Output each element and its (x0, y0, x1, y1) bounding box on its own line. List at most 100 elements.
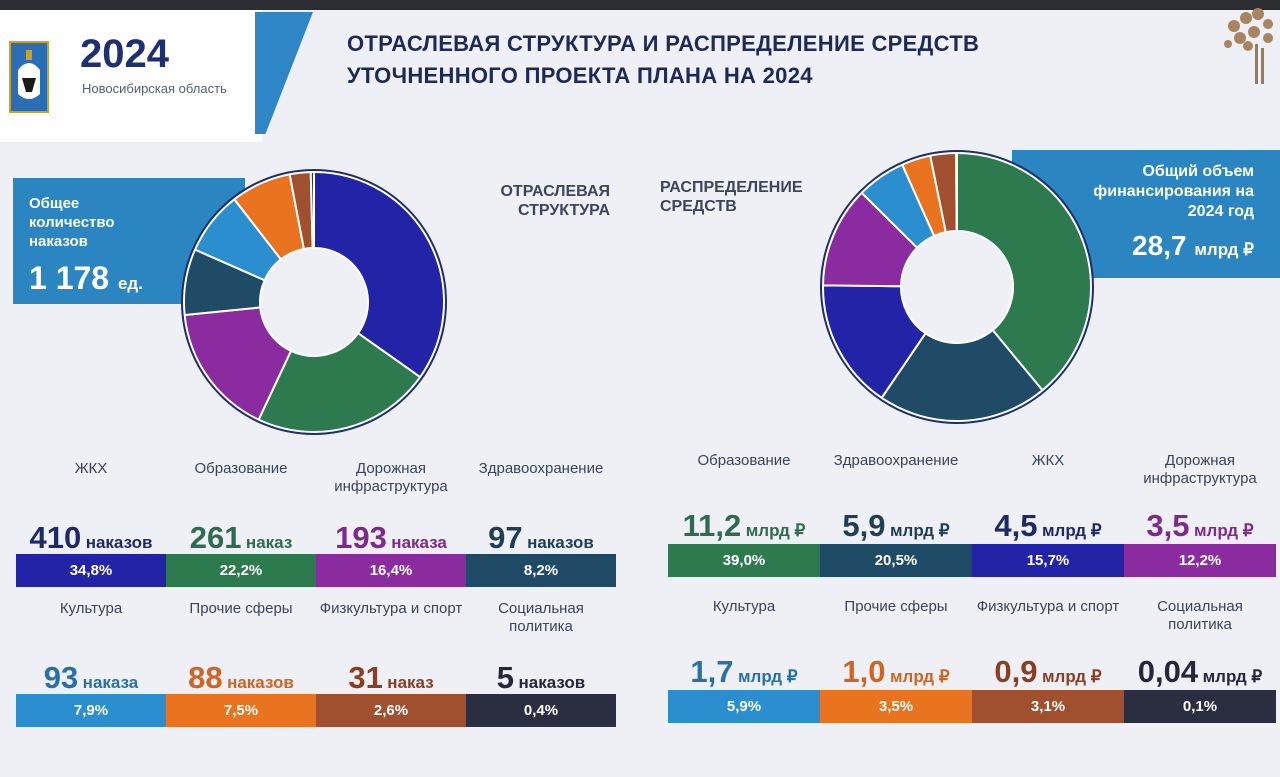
funding-category-label: Дорожная инфраструктура (1143, 452, 1257, 487)
funding-number: 3,5 (1146, 508, 1190, 543)
funding-category-label: Образование (697, 452, 791, 469)
orders-number: 31 (348, 660, 383, 695)
funding-number: 5,9 (842, 508, 886, 543)
funding-value: 1,0 млрд ₽ (820, 654, 972, 690)
funding-cell: Дорожная инфраструктура 3,5 млрд ₽12,2% (1124, 452, 1276, 577)
funding-unit: млрд ₽ (737, 667, 798, 686)
funding-number: 4,5 (994, 508, 1038, 543)
orders-unit: наказ (387, 673, 434, 692)
orders-value: 97 наказов (466, 520, 616, 556)
funding-percent-bar: 5,9% (668, 690, 820, 723)
funding-percent-bar: 39,0% (668, 544, 820, 577)
orders-cell: Образование 261 наказ 22,2% (166, 460, 316, 587)
funding-cell: Социальная политика 0,04 млрд ₽0,1% (1124, 598, 1276, 723)
sectoral-structure-label: ОТРАСЛЕВАЯ СТРУКТУРА (500, 183, 610, 219)
orders-value: 5 наказов (466, 660, 616, 696)
total-funding-title: Общий объем финансирования на 2024 год (1093, 163, 1254, 220)
funding-donut-slice (822, 284, 927, 400)
orders-cell: Физкультура и спорт 31 наказ 2,6% (316, 600, 466, 727)
sectoral-donut-slice (313, 170, 445, 379)
funding-number: 1,7 (690, 654, 734, 689)
orders-category-label: Физкультура и спорт (319, 600, 463, 617)
funding-unit: млрд ₽ (889, 521, 950, 540)
sectoral-donut-slice (309, 170, 315, 250)
orders-percent-bar: 7,5% (166, 694, 316, 727)
orders-category-label: ЖКХ (74, 460, 108, 477)
total-orders-title: Общее количество наказов (29, 195, 115, 250)
orders-percent-bar: 16,4% (316, 554, 466, 587)
funding-category-label: Здравоохранение (833, 452, 959, 469)
funding-category-label: Физкультура и спорт (976, 598, 1120, 615)
funding-donut-slice (955, 151, 958, 233)
funds-distribution-label: РАСПРЕДЕЛЕНИЕ СРЕДСТВ (660, 179, 803, 215)
total-funding-value-wrap: 28,7 млрд ₽ (1132, 230, 1254, 262)
orders-number: 261 (189, 520, 242, 555)
funding-unit: млрд ₽ (889, 667, 950, 686)
funding-donut-slice (880, 328, 1044, 422)
funding-unit: млрд ₽ (1041, 667, 1102, 686)
orders-percent-bar: 0,4% (466, 694, 616, 727)
funding-value: 0,9 млрд ₽ (972, 654, 1124, 690)
orders-category-label: Образование (194, 460, 288, 477)
funding-donut-slice (956, 151, 1092, 392)
orders-number: 5 (496, 660, 515, 695)
orders-number: 410 (29, 520, 82, 555)
total-orders-value-wrap: 1 178 ед. (29, 260, 143, 297)
funding-category-label: Культура (712, 598, 776, 615)
total-orders-unit: ед. (117, 274, 143, 293)
funding-value: 0,04 млрд ₽ (1124, 654, 1276, 690)
funding-percent-bar: 12,2% (1124, 544, 1276, 577)
page-title: ОТРАСЛЕВАЯ СТРУКТУРА И РАСПРЕДЕЛЕНИЕ СРЕ… (347, 28, 1147, 92)
funding-percent-bar: 3,5% (820, 690, 972, 723)
orders-value: 88 наказов (166, 660, 316, 696)
sectoral-donut-slice (257, 331, 422, 433)
funding-value: 4,5 млрд ₽ (972, 508, 1124, 544)
funding-value: 1,7 млрд ₽ (668, 654, 820, 690)
funding-value: 5,9 млрд ₽ (820, 508, 972, 544)
orders-unit: наказ (245, 533, 293, 552)
orders-unit: наказа (391, 533, 447, 552)
orders-cell: ЖКХ 410 наказов 34,8% (16, 460, 166, 587)
orders-category-label: Культура (59, 600, 123, 617)
funding-category-label: Прочие сферы (844, 598, 948, 615)
funding-value: 3,5 млрд ₽ (1124, 508, 1276, 544)
total-funding-value: 28,7 (1132, 230, 1187, 261)
orders-percent-bar: 34,8% (16, 554, 166, 587)
funding-percent-bar: 3,1% (972, 690, 1124, 723)
orders-category-label: Здравоохранение (478, 460, 604, 477)
total-funding-unit: млрд ₽ (1194, 240, 1254, 259)
orders-unit: наказов (227, 673, 294, 692)
orders-number: 97 (488, 520, 523, 555)
orders-percent-bar: 22,2% (166, 554, 316, 587)
funding-cell: Культура 1,7 млрд ₽5,9% (668, 598, 820, 723)
title-line-2: УТОЧНЕННОГО ПРОЕКТА ПЛАНА НА 2024 (347, 63, 813, 88)
orders-category-label: Дорожная инфраструктура (334, 460, 448, 495)
funding-percent-bar: 20,5% (820, 544, 972, 577)
funding-cell: Прочие сферы 1,0 млрд ₽3,5% (820, 598, 972, 723)
funding-unit: млрд ₽ (745, 521, 806, 540)
funding-category-label: ЖКХ (1031, 452, 1065, 469)
orders-cell: Дорожная инфраструктура 193 наказа 16,4% (316, 460, 466, 587)
orders-value: 261 наказ (166, 520, 316, 556)
orders-value: 31 наказ (316, 660, 466, 696)
orders-number: 93 (43, 660, 79, 695)
funding-category-label: Социальная политика (1157, 598, 1243, 633)
sectoral-donut-slice (183, 306, 293, 421)
orders-category-label: Прочие сферы (189, 600, 293, 617)
funding-unit: млрд ₽ (1193, 521, 1254, 540)
funding-number: 1,0 (842, 654, 886, 689)
orders-unit: наказов (518, 673, 586, 692)
funding-number: 0,04 (1137, 654, 1199, 689)
funding-donut-outline (820, 150, 1094, 424)
orders-percent-bar: 7,9% (16, 694, 166, 727)
funding-unit: млрд ₽ (1202, 667, 1263, 686)
title-line-1: ОТРАСЛЕВАЯ СТРУКТУРА И РАСПРЕДЕЛЕНИЕ СРЕ… (347, 31, 980, 56)
region-label: Новосибирская область (82, 81, 227, 96)
sectoral-donut-outline (181, 169, 447, 435)
funding-cell: Физкультура и спорт 0,9 млрд ₽3,1% (972, 598, 1124, 723)
orders-unit: наказов (527, 533, 594, 552)
funding-percent-bar: 0,1% (1124, 690, 1276, 723)
funding-percent-bar: 15,7% (972, 544, 1124, 577)
orders-category-label: Социальная политика (498, 600, 584, 635)
